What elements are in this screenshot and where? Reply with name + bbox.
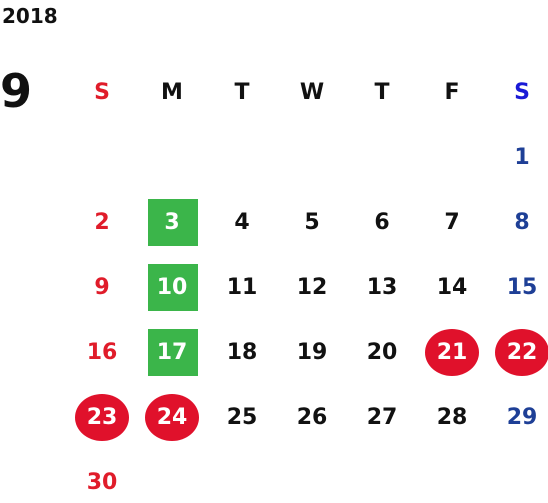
day-number: 29 [506,405,538,430]
day-number: 30 [86,470,118,495]
day-cell[interactable]: 15 [487,255,548,320]
day-cell[interactable]: 7 [417,190,487,255]
day-cell[interactable]: 19 [277,320,347,385]
day-number: 26 [296,405,328,430]
weekday-header-thu: T [374,80,390,105]
day-cell[interactable]: 16 [67,320,137,385]
empty-day-cell [347,450,417,503]
day-number: 13 [366,275,398,300]
year-label: 2018 [2,4,58,28]
weekday-header-mon: M [161,80,183,105]
day-cell[interactable]: 22 [487,320,548,385]
day-number: 19 [296,340,328,365]
day-cell[interactable]: 11 [207,255,277,320]
empty-day-cell [347,125,417,190]
empty-day-cell [277,450,347,503]
weekday-header-sun: S [94,80,110,105]
day-cell[interactable]: 28 [417,385,487,450]
day-cell[interactable]: 27 [347,385,417,450]
empty-day-cell [277,125,347,190]
day-number: 16 [86,340,118,365]
day-cell[interactable]: 26 [277,385,347,450]
day-cell[interactable]: 3 [137,190,207,255]
day-number: 15 [506,275,538,300]
weekday-header-wed: W [299,80,325,105]
empty-day-cell [67,125,137,190]
day-cell[interactable]: 8 [487,190,548,255]
weekday-header-fri: F [444,80,460,105]
day-number: 10 [156,275,188,300]
day-cell[interactable]: 14 [417,255,487,320]
day-cell[interactable]: 13 [347,255,417,320]
weekday-header-sat: S [514,80,530,105]
day-number: 8 [514,210,530,235]
empty-day-cell [417,450,487,503]
day-cell[interactable]: 6 [347,190,417,255]
calendar-grid: S M T W T F S 1 2 3 4 5 6 7 8 9 10 11 12 13 14 15 16 17 1… [67,60,548,503]
day-number: 4 [234,210,250,235]
day-cell[interactable]: 2 [67,190,137,255]
day-number: 22 [506,340,538,365]
day-cell[interactable]: 23 [67,385,137,450]
day-number: 7 [444,210,460,235]
day-cell[interactable]: 24 [137,385,207,450]
day-number: 24 [156,405,188,430]
day-number: 1 [514,145,530,170]
month-number: 9 [0,64,33,118]
day-cell[interactable]: 17 [137,320,207,385]
day-number: 25 [226,405,258,430]
day-cell[interactable]: 5 [277,190,347,255]
day-number: 23 [86,405,118,430]
empty-day-cell [207,450,277,503]
day-cell[interactable]: 1 [487,125,548,190]
day-cell[interactable]: 25 [207,385,277,450]
empty-day-cell [137,125,207,190]
day-number: 11 [226,275,258,300]
day-number: 17 [156,340,188,365]
day-number: 12 [296,275,328,300]
empty-day-cell [207,125,277,190]
day-number: 18 [226,340,258,365]
day-cell[interactable]: 20 [347,320,417,385]
day-cell[interactable]: 18 [207,320,277,385]
day-number: 9 [94,275,110,300]
empty-day-cell [137,450,207,503]
day-number: 20 [366,340,398,365]
day-cell[interactable]: 29 [487,385,548,450]
day-cell[interactable]: 21 [417,320,487,385]
day-cell[interactable]: 10 [137,255,207,320]
day-cell[interactable]: 4 [207,190,277,255]
day-cell[interactable]: 30 [67,450,137,503]
day-number: 21 [436,340,468,365]
day-cell[interactable]: 12 [277,255,347,320]
day-number: 14 [436,275,468,300]
day-number: 27 [366,405,398,430]
weekday-header-tue: T [234,80,250,105]
empty-day-cell [417,125,487,190]
day-number: 28 [436,405,468,430]
day-number: 6 [374,210,390,235]
day-number: 2 [94,210,110,235]
day-cell[interactable]: 9 [67,255,137,320]
day-number: 3 [164,210,180,235]
empty-day-cell [487,450,548,503]
day-number: 5 [304,210,320,235]
